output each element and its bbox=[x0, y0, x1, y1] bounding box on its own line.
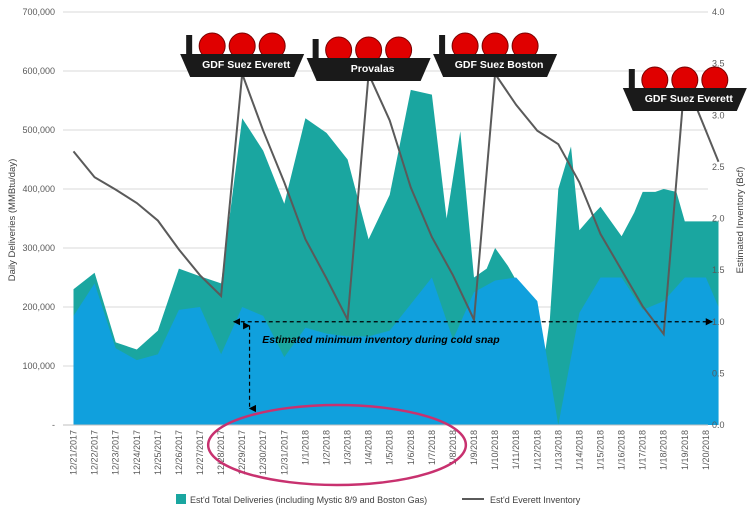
y-right-tick-label: 0.5 bbox=[712, 368, 725, 378]
x-tick-label: 12/27/2017 bbox=[195, 430, 205, 475]
x-tick-label: 1/17/2018 bbox=[638, 430, 648, 470]
y-left-tick-label: 500,000 bbox=[22, 125, 55, 135]
y-axis-right-title: Estimated Inventory (Bcf) bbox=[735, 167, 746, 274]
ship-hull bbox=[433, 54, 558, 77]
y-axis-left: - 100,000 200,000 300,000 400,000 500,000 600,… bbox=[22, 7, 55, 430]
y-left-tick-label: 100,000 bbox=[22, 361, 55, 371]
y-left-tick-label: 300,000 bbox=[22, 243, 55, 253]
ship-hull bbox=[306, 58, 431, 81]
y-right-tick-label: 2.0 bbox=[712, 214, 725, 224]
x-tick-label: 1/16/2018 bbox=[617, 430, 627, 470]
x-tick-label: 12/24/2017 bbox=[132, 430, 142, 475]
ship-marker: GDF Suez Everett bbox=[622, 66, 747, 111]
y-right-tick-label: 3.0 bbox=[712, 110, 725, 120]
cold-snap-annotation: Estimated minimum inventory during cold … bbox=[233, 318, 713, 413]
y-left-tick-label: 700,000 bbox=[22, 7, 55, 17]
x-axis: 12/21/2017 12/22/2017 12/23/2017 12/24/2017… bbox=[63, 424, 711, 475]
x-tick-label: 1/12/2018 bbox=[532, 430, 542, 470]
x-tick-label: 1/4/2018 bbox=[364, 430, 374, 465]
ship-label: GDF Suez Everett bbox=[202, 59, 291, 71]
line-series bbox=[72, 70, 720, 337]
x-tick-label: 1/10/2018 bbox=[490, 430, 500, 470]
x-tick-label: 1/6/2018 bbox=[406, 430, 416, 465]
x-tick-label: 1/9/2018 bbox=[469, 430, 479, 465]
ship-label: Provalas bbox=[351, 63, 395, 75]
x-tick-label: 12/26/2017 bbox=[174, 430, 184, 475]
y-left-tick-label: - bbox=[52, 420, 55, 430]
ship-label: GDF Suez Everett bbox=[645, 93, 734, 105]
ship-hull bbox=[180, 54, 305, 77]
area-series bbox=[73, 89, 719, 426]
y-right-tick-label: 0.0 bbox=[712, 420, 725, 430]
x-tick-label: 1/15/2018 bbox=[596, 430, 606, 470]
x-tick-label: 12/31/2017 bbox=[279, 430, 289, 475]
legend: Est'd Total Deliveries (including Mystic… bbox=[176, 494, 581, 505]
legend-label-inventory: Est'd Everett Inventory bbox=[490, 495, 581, 505]
y-right-tick-label: 4.0 bbox=[712, 7, 725, 17]
x-tick-label: 1/13/2018 bbox=[553, 430, 563, 470]
x-tick-label: 1/18/2018 bbox=[659, 430, 669, 470]
x-tick-label: 12/23/2017 bbox=[111, 430, 121, 475]
annotation-text: Estimated minimum inventory during cold … bbox=[262, 334, 500, 346]
ship-markers: GDF Suez Everett Provalas GDF Suez Boston G… bbox=[180, 32, 747, 111]
y-right-tick-label: 1.0 bbox=[712, 317, 725, 327]
ship-funnel bbox=[312, 39, 319, 58]
x-tick-label: 1/2/2018 bbox=[321, 430, 331, 465]
x-tick-label: 1/20/2018 bbox=[701, 430, 711, 470]
legend-swatch-total bbox=[176, 494, 186, 504]
ship-marker: GDF Suez Everett bbox=[180, 32, 305, 77]
x-tick-label: 1/19/2018 bbox=[680, 430, 690, 470]
y-right-tick-label: 3.5 bbox=[712, 59, 725, 69]
x-tick-label: 1/11/2018 bbox=[511, 430, 521, 469]
x-tick-label: 12/30/2017 bbox=[258, 430, 268, 475]
x-tick-label: 1/14/2018 bbox=[574, 430, 584, 470]
x-tick-label: 12/22/2017 bbox=[90, 430, 100, 475]
area-series-1 bbox=[73, 277, 719, 425]
ship-funnel bbox=[439, 35, 446, 54]
y-right-tick-label: 1.5 bbox=[712, 265, 725, 275]
y-left-tick-label: 600,000 bbox=[22, 66, 55, 76]
x-tick-label: 12/21/2017 bbox=[69, 430, 79, 475]
y-right-tick-label: 2.5 bbox=[712, 162, 725, 172]
y-axis-right: 0.0 0.5 1.0 1.5 2.0 2.5 3.0 3.5 4.0 bbox=[712, 7, 725, 430]
x-tick-label: 12/29/2017 bbox=[237, 430, 247, 475]
y-axis-left-title: Daily Deliveries (MMBtu/day) bbox=[7, 159, 18, 281]
highlight-ellipse bbox=[206, 403, 468, 487]
inventory-line bbox=[72, 70, 720, 337]
x-tick-label: 1/1/2018 bbox=[300, 430, 310, 465]
x-tick-label: 1/8/2018 bbox=[448, 430, 458, 465]
ship-hull bbox=[622, 88, 747, 111]
x-tick-label: 12/28/2017 bbox=[216, 430, 226, 475]
x-tick-label: 12/25/2017 bbox=[153, 430, 163, 475]
ship-marker: Provalas bbox=[306, 36, 431, 81]
y-left-tick-label: 200,000 bbox=[22, 302, 55, 312]
x-tick-label: 1/3/2018 bbox=[343, 430, 353, 465]
x-tick-label: 1/5/2018 bbox=[385, 430, 395, 465]
ship-marker: GDF Suez Boston bbox=[433, 32, 558, 77]
legend-label-total: Est'd Total Deliveries (including Mystic… bbox=[190, 495, 427, 505]
y-left-tick-label: 400,000 bbox=[22, 184, 55, 194]
ship-label: GDF Suez Boston bbox=[455, 59, 544, 71]
ship-funnel bbox=[186, 35, 193, 54]
ship-funnel bbox=[628, 69, 635, 88]
x-tick-label: 1/7/2018 bbox=[427, 430, 437, 465]
